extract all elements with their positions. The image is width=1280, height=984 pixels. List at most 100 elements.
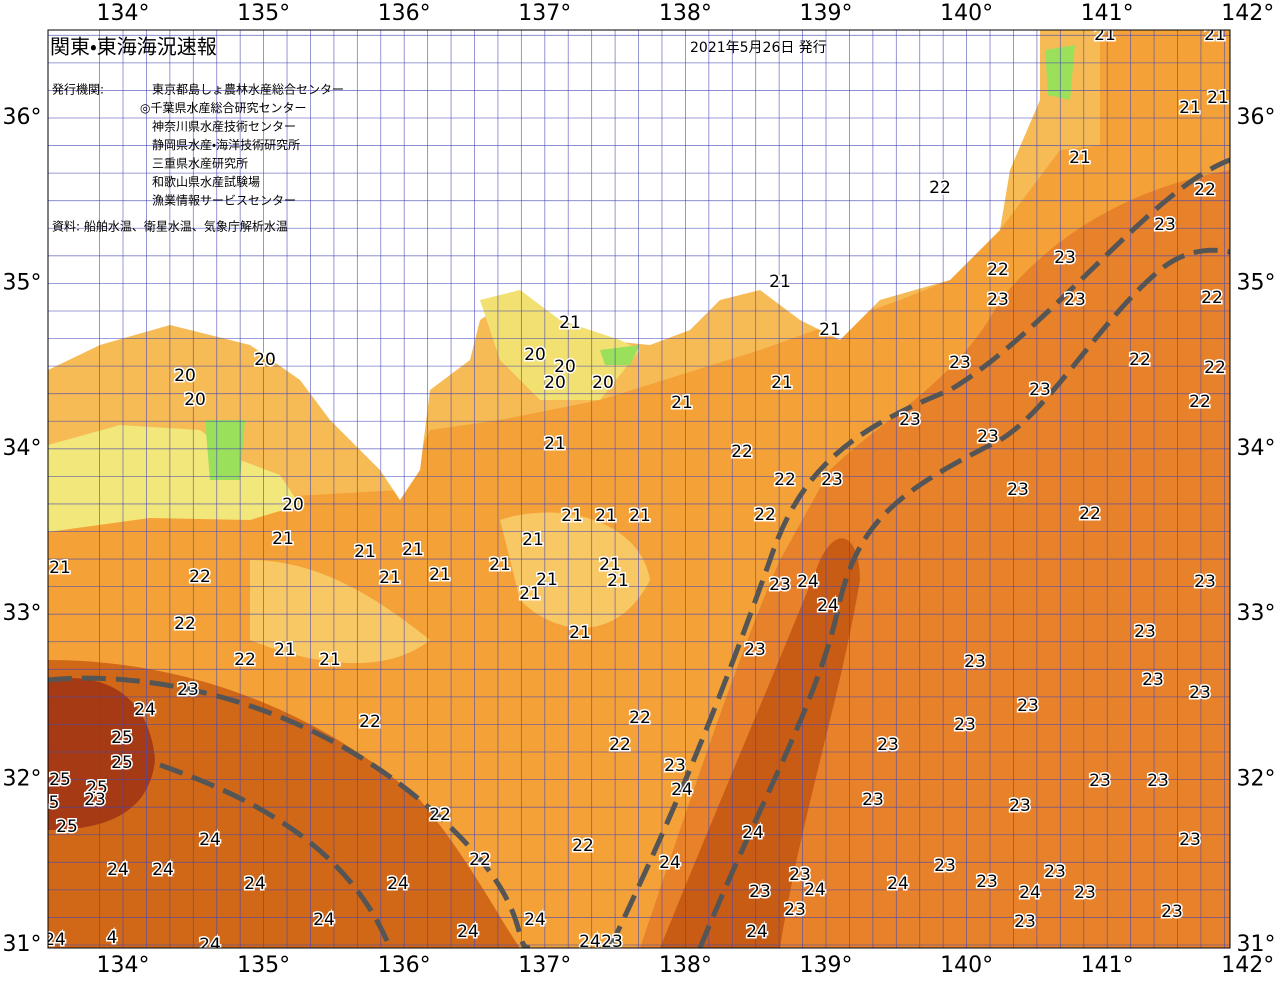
isotherm-label: 24 bbox=[244, 874, 266, 894]
isotherm-label: 23 bbox=[1044, 862, 1066, 882]
isotherm-label: 24 bbox=[579, 932, 601, 952]
isotherm-label: 25 bbox=[86, 778, 108, 798]
lon-label-top: 135° bbox=[237, 1, 290, 26]
kuroshio-north bbox=[48, 675, 531, 948]
isotherm-label: 23 bbox=[177, 680, 199, 700]
isotherm-label: 20 bbox=[282, 495, 304, 515]
grid bbox=[48, 30, 1230, 948]
isotherm-label: 22 bbox=[629, 708, 651, 728]
isotherm-label: 21 bbox=[536, 570, 558, 590]
isotherm-label: 23 bbox=[1154, 215, 1176, 235]
isotherm-label: 24 bbox=[313, 910, 335, 930]
isotherm-label: 23 bbox=[964, 652, 986, 672]
isotherm-label: 21 bbox=[629, 506, 651, 526]
issuer: 神奈川県水産技術センター bbox=[152, 119, 296, 134]
isotherm-label: 21 bbox=[559, 313, 581, 333]
isotherm-label: 23 bbox=[1007, 480, 1029, 500]
sea-25 bbox=[48, 678, 155, 830]
source: 資料: 船舶水温、衛星水温、気象庁解析水温 bbox=[52, 219, 288, 234]
lon-label-bottom: 134° bbox=[97, 953, 150, 978]
sea-21 bbox=[250, 512, 650, 664]
issuers: 東京都島しょ農林水産総合センター ◎千葉県水産総合研究センター神奈川県水産技術セン… bbox=[140, 82, 344, 208]
isotherm-label: 22 bbox=[1194, 180, 1216, 200]
kuroshio-lines bbox=[48, 157, 1230, 948]
issuer: 東京都島しょ農林水産総合センター bbox=[152, 82, 344, 97]
isotherm-label: 22 bbox=[359, 712, 381, 732]
isotherm-label: 23 bbox=[1017, 696, 1039, 716]
lon-label-bottom: 137° bbox=[518, 953, 571, 978]
bay-ise bbox=[480, 290, 640, 400]
isotherm-label: 22 bbox=[929, 178, 951, 198]
isotherm-label: 21 bbox=[1069, 148, 1091, 168]
isotherm-label: 23 bbox=[749, 882, 771, 902]
isotherm-label: 22 bbox=[1129, 350, 1151, 370]
lat-label-right: 36° bbox=[1237, 105, 1276, 130]
isotherm-label: 21 bbox=[1179, 98, 1201, 118]
lat-label-left: 31° bbox=[3, 932, 42, 957]
isotherm-label: 22 bbox=[754, 505, 776, 525]
isotherm-label: 23 bbox=[987, 290, 1009, 310]
isotherm-label: 22 bbox=[189, 567, 211, 587]
isotherm-label: 25 bbox=[111, 753, 133, 773]
isotherm-label: 21 bbox=[819, 320, 841, 340]
isotherm-label: 23 bbox=[949, 353, 971, 373]
title: 関東・東海海況速報 bbox=[50, 35, 217, 59]
isotherm-label: 25 bbox=[49, 770, 71, 790]
isotherm-label: 21 bbox=[489, 555, 511, 575]
isotherm-label: 21 bbox=[599, 555, 621, 575]
isotherm-label: 23 bbox=[862, 790, 884, 810]
issuer: ◎千葉県水産総合研究センター bbox=[140, 100, 306, 115]
kuroshio-east-outer bbox=[697, 247, 1230, 948]
isotherm-label: 24 bbox=[457, 922, 479, 942]
isotherm-label: 22 bbox=[234, 650, 256, 670]
issuer: 静岡県水産・海洋技術研究所 bbox=[152, 137, 300, 152]
issuer: 三重県水産研究所 bbox=[152, 157, 248, 171]
isotherm-label: 23 bbox=[1009, 796, 1031, 816]
isotherm-label: 22 bbox=[731, 442, 753, 462]
isotherm-label: 22 bbox=[1201, 288, 1223, 308]
isotherm-label: 21 bbox=[607, 571, 629, 591]
map-frame bbox=[47, 29, 1231, 949]
isotherm-label: 20 bbox=[524, 345, 546, 365]
lon-label-bottom: 139° bbox=[800, 953, 853, 978]
lon-label-top: 139° bbox=[800, 1, 853, 26]
isotherm-label: 21 bbox=[569, 623, 591, 643]
isotherm-label: 23 bbox=[1054, 248, 1076, 268]
isotherm-label: 24 bbox=[817, 596, 839, 616]
isotherm-label: 23 bbox=[1089, 771, 1111, 791]
isotherm-label: 23 bbox=[1142, 670, 1164, 690]
isotherm-label: 24 bbox=[44, 930, 66, 950]
isotherm-label: 23 bbox=[977, 427, 999, 447]
isotherm-label: 24 bbox=[134, 700, 156, 720]
lon-label-top: 142° bbox=[1221, 1, 1274, 26]
isotherm-label: 21 bbox=[544, 434, 566, 454]
isotherm-label: 23 bbox=[1147, 771, 1169, 791]
isotherm-label: 23 bbox=[1161, 902, 1183, 922]
isotherm-label: 23 bbox=[769, 575, 791, 595]
isotherm-label: 21 bbox=[402, 540, 424, 560]
isotherm-label: 22 bbox=[987, 260, 1009, 280]
lon-label-bottom: 138° bbox=[659, 953, 712, 978]
isotherm-label: 23 bbox=[934, 856, 956, 876]
land-shikoku bbox=[48, 425, 300, 532]
lat-label-left: 36° bbox=[3, 105, 42, 130]
lon-label-bottom: 135° bbox=[237, 953, 290, 978]
isotherm-label: 24 bbox=[746, 922, 768, 942]
isotherm-label: 21 bbox=[429, 565, 451, 585]
lon-label-top: 137° bbox=[518, 1, 571, 26]
isotherm-label: 24 bbox=[797, 572, 819, 592]
isotherm-label: 20 bbox=[544, 373, 566, 393]
isotherm-label: 24 bbox=[107, 860, 129, 880]
lon-label-top: 134° bbox=[97, 1, 150, 26]
lat-label-right: 33° bbox=[1237, 601, 1276, 626]
isotherm-label: 24 bbox=[804, 880, 826, 900]
isotherm-label: 22 bbox=[174, 614, 196, 634]
lon-label-bottom: 140° bbox=[940, 953, 993, 978]
isotherm-label: 21 bbox=[771, 373, 793, 393]
isotherm-label: 21 bbox=[1207, 88, 1229, 108]
isotherm-label: 23 bbox=[789, 865, 811, 885]
isotherm-label: 21 bbox=[1204, 25, 1226, 45]
isotherm-label: 23 bbox=[976, 872, 998, 892]
isotherm-label: 20 bbox=[592, 373, 614, 393]
